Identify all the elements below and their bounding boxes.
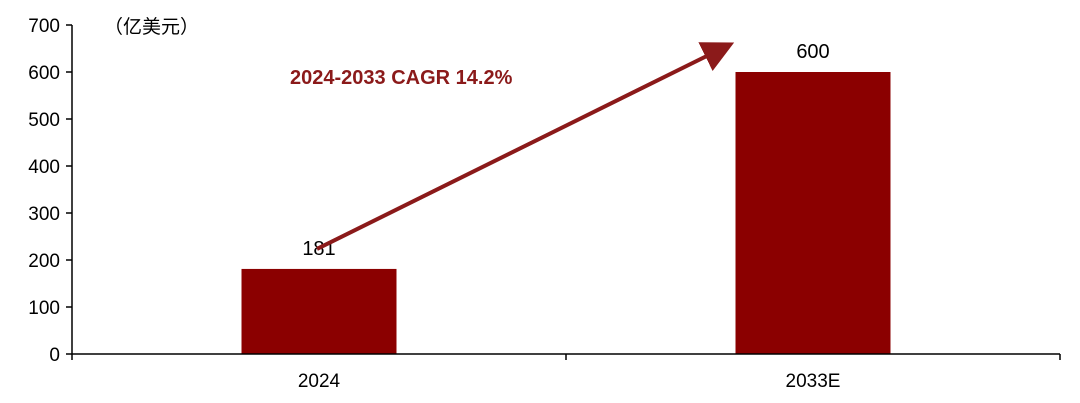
unit-label: （亿美元）	[104, 16, 199, 38]
y-tick-label-200: 200	[28, 251, 60, 272]
y-tick-label-100: 100	[28, 298, 60, 319]
bar-2033E	[735, 72, 891, 354]
cagr-arrow	[316, 42, 735, 251]
annotation-layer: 2024-2033 CAGR 14.2%	[290, 42, 735, 251]
x-tick-label-2024: 2024	[298, 371, 341, 392]
y-tick-label-400: 400	[28, 157, 60, 178]
axes-layer	[66, 24, 1061, 360]
y-tick-label-300: 300	[28, 204, 60, 225]
y-tick-label-0: 0	[49, 345, 60, 366]
y-tick-label-500: 500	[28, 110, 60, 131]
bar-2024	[241, 268, 397, 354]
y-tick-label-600: 600	[28, 63, 60, 84]
x-tick-label-2033E: 2033E	[786, 371, 841, 392]
data-label-2033E: 600	[796, 41, 829, 63]
bars-layer	[241, 72, 891, 354]
cagr-annotation: 2024-2033 CAGR 14.2%	[290, 67, 513, 89]
y-tick-label-700: 700	[28, 16, 60, 37]
labels-layer: 010020030040050060070020242033E181600（亿美…	[28, 16, 840, 392]
